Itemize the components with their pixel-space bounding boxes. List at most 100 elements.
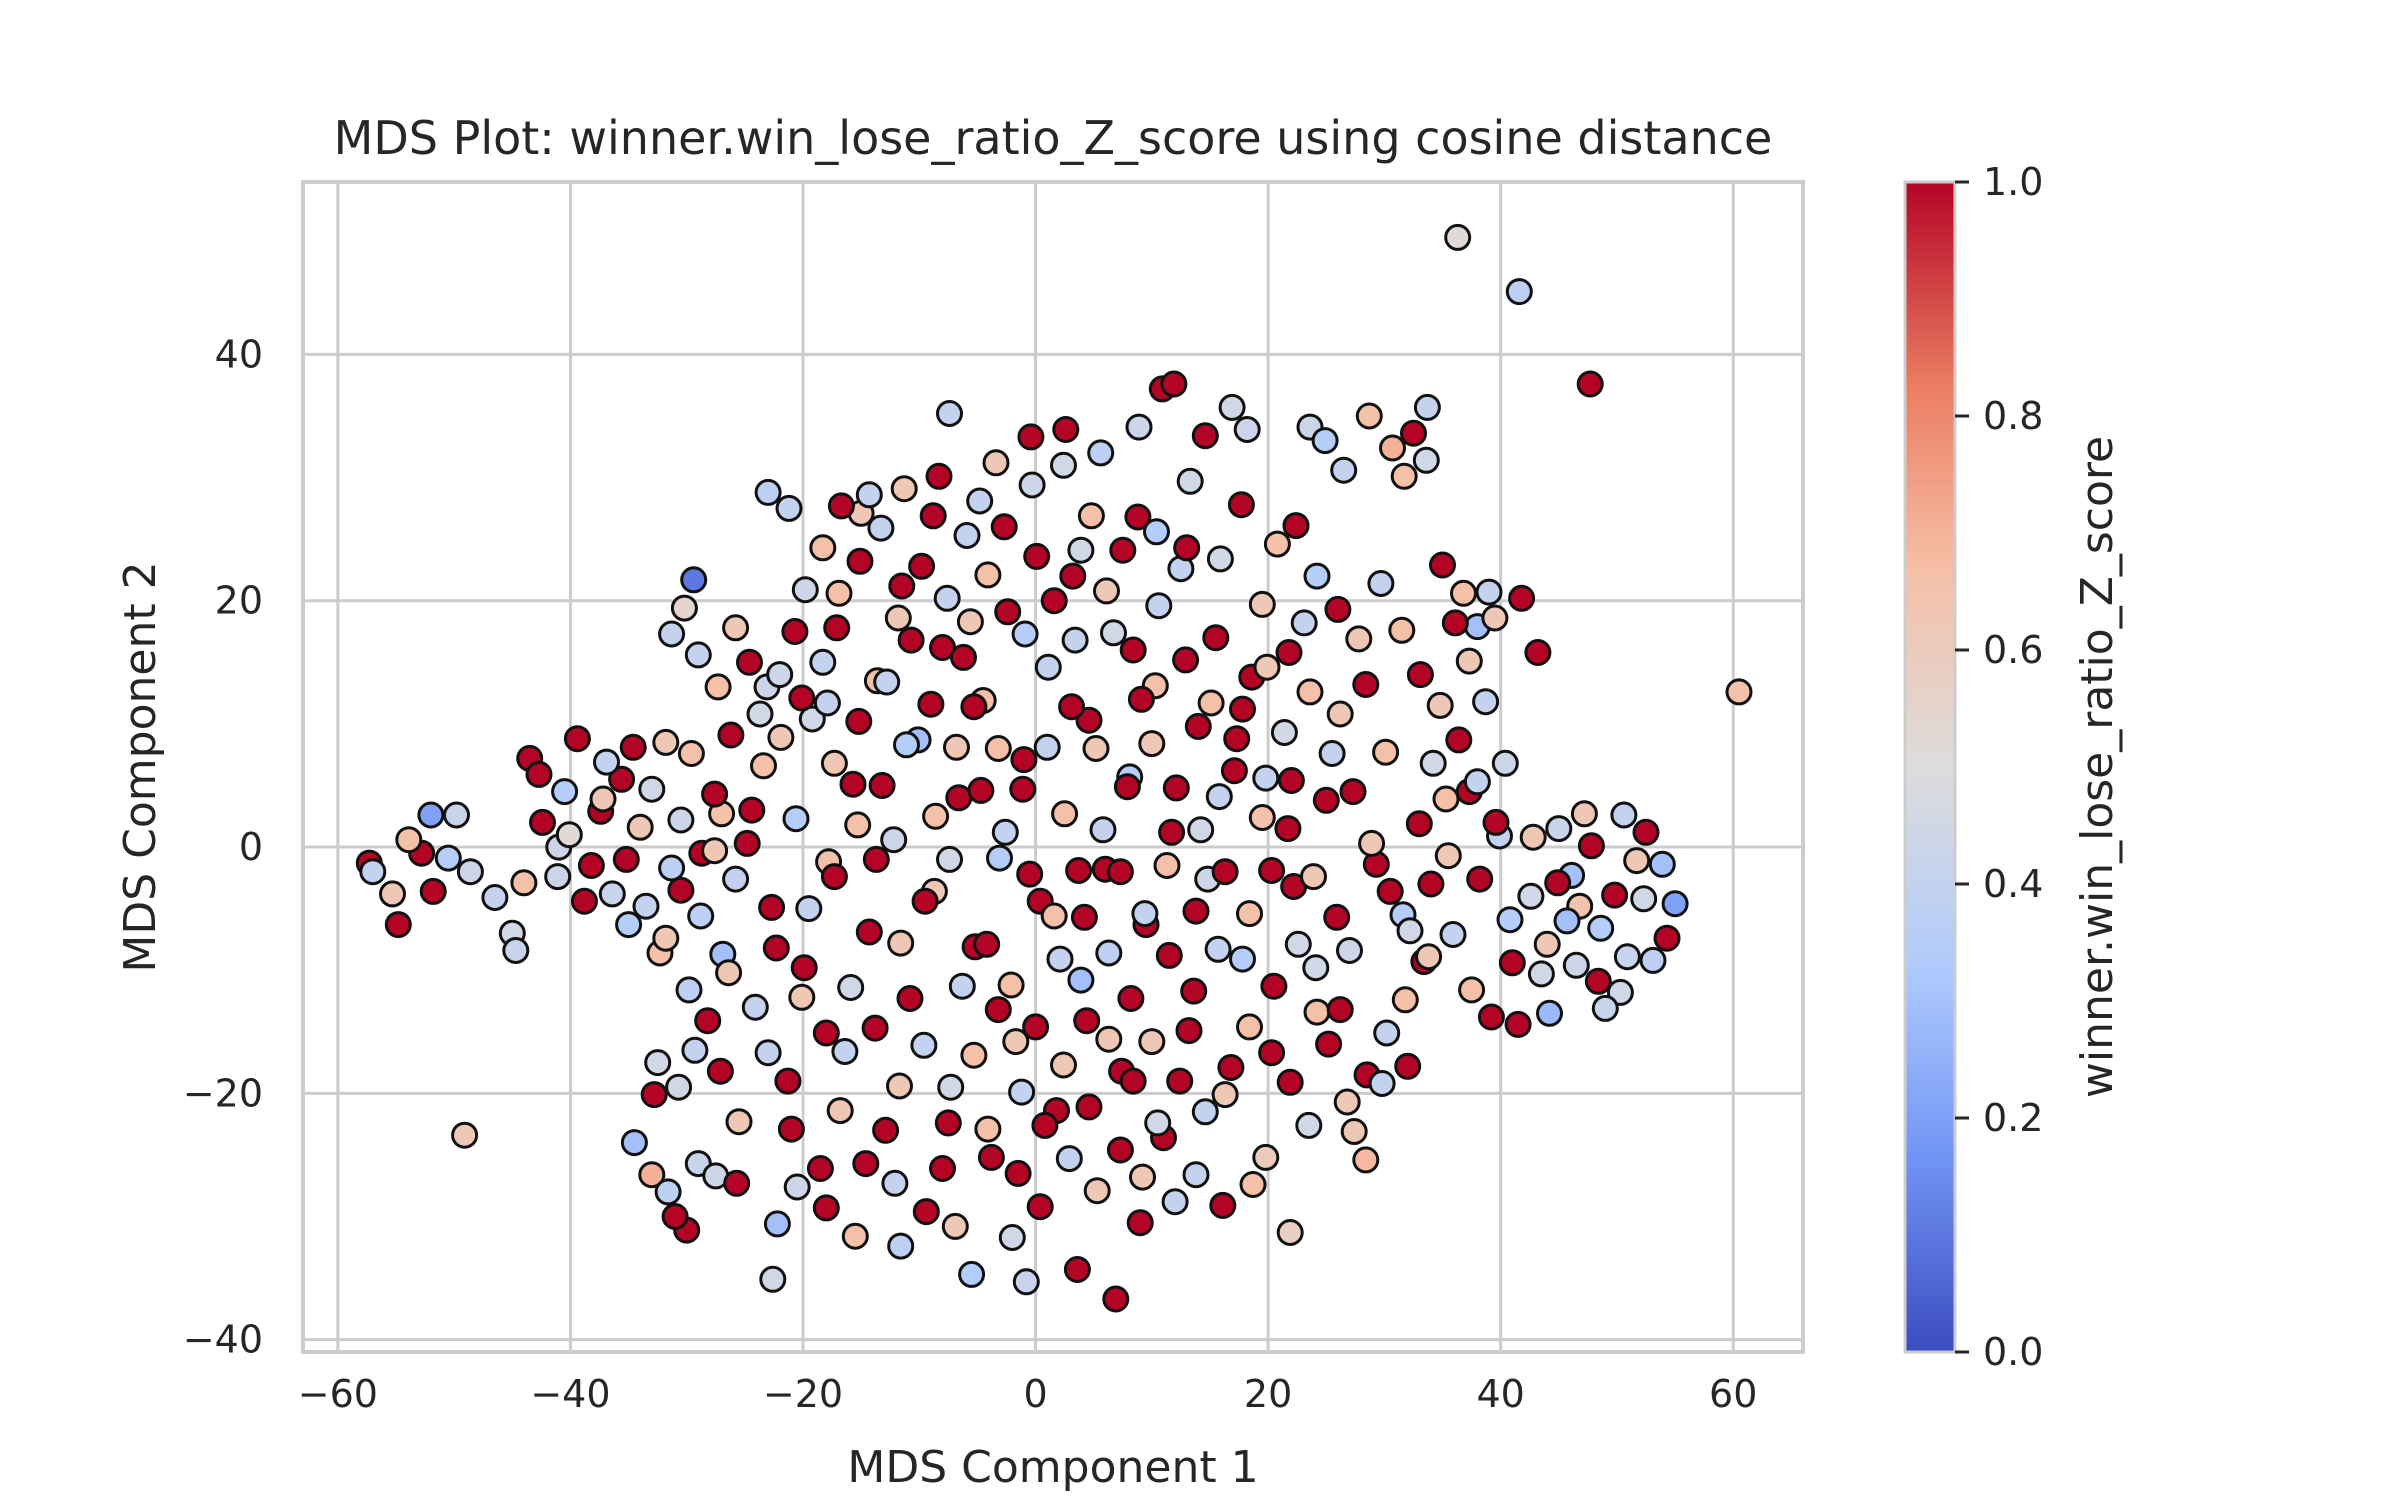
- data-point: [1058, 693, 1086, 721]
- data-point: [1075, 706, 1103, 734]
- data-point: [1011, 620, 1039, 648]
- data-point: [1236, 1013, 1263, 1041]
- data-point: [1373, 1019, 1401, 1047]
- data-point: [640, 1081, 668, 1109]
- data-point: [1303, 998, 1331, 1026]
- data-point: [1158, 818, 1186, 846]
- y-axis-label: MDS Component 2: [115, 561, 166, 972]
- data-point: [608, 765, 636, 793]
- data-point: [1119, 636, 1147, 664]
- data-point: [893, 731, 920, 759]
- data-point: [852, 1150, 880, 1178]
- data-point: [812, 1019, 840, 1047]
- data-point: [943, 733, 970, 761]
- data-point: [911, 887, 939, 915]
- data-point: [1413, 393, 1441, 421]
- data-point: [701, 780, 729, 808]
- data-point: [1394, 1052, 1422, 1080]
- data-point: [1187, 816, 1215, 844]
- data-point: [867, 514, 895, 542]
- data-point: [886, 1072, 913, 1100]
- data-point: [777, 1115, 805, 1143]
- colorbar-tick-label: 1.0: [1983, 160, 2043, 204]
- data-point: [1075, 1093, 1103, 1121]
- data-point: [736, 648, 763, 676]
- data-point: [1166, 1067, 1194, 1095]
- data-point: [1070, 903, 1098, 931]
- data-point: [1067, 966, 1095, 994]
- data-point: [1211, 1081, 1239, 1109]
- data-point: [986, 844, 1013, 872]
- data-point: [1173, 534, 1201, 562]
- data-point: [1131, 900, 1159, 928]
- data-point: [908, 552, 936, 580]
- data-point: [1258, 1039, 1286, 1067]
- data-point: [1584, 967, 1612, 995]
- data-point: [644, 1049, 672, 1077]
- data-point: [1100, 619, 1127, 647]
- y-tick-label: 20: [215, 579, 263, 623]
- data-point: [1372, 738, 1400, 766]
- data-point: [1017, 423, 1045, 451]
- data-point: [820, 749, 848, 777]
- data-point: [1083, 1177, 1111, 1205]
- data-point: [626, 813, 654, 841]
- x-axis-label: MDS Component 1: [847, 1442, 1258, 1493]
- data-point: [798, 705, 826, 733]
- data-point: [1175, 1017, 1203, 1045]
- data-point: [1252, 764, 1280, 792]
- data-point: [638, 775, 666, 803]
- data-point: [1340, 1118, 1368, 1145]
- data-point: [1496, 906, 1524, 934]
- data-point: [762, 934, 790, 962]
- data-point: [1463, 768, 1491, 796]
- data-point: [1400, 419, 1427, 447]
- data-point: [1417, 870, 1445, 898]
- data-point: [791, 576, 819, 604]
- data-point: [966, 487, 994, 515]
- data-point: [687, 902, 715, 930]
- data-point: [1124, 503, 1152, 531]
- data-point: [620, 1129, 648, 1157]
- data-point: [1441, 609, 1469, 637]
- data-point: [1217, 1054, 1245, 1081]
- data-point: [1109, 536, 1137, 564]
- data-point: [1432, 785, 1460, 813]
- data-point: [887, 1232, 915, 1260]
- data-point: [1182, 1161, 1210, 1189]
- y-tick-label: −40: [183, 1318, 263, 1362]
- data-point: [1653, 924, 1681, 952]
- data-point: [1450, 579, 1477, 607]
- data-point: [1253, 653, 1281, 681]
- data-point: [1355, 402, 1383, 430]
- data-point: [1063, 1256, 1091, 1283]
- data-point: [1455, 647, 1483, 675]
- data-point: [680, 566, 708, 594]
- data-point: [1303, 562, 1331, 590]
- data-point: [1419, 749, 1447, 777]
- data-point: [1379, 434, 1406, 462]
- data-point: [1155, 941, 1183, 969]
- data-point: [1229, 945, 1256, 973]
- data-point: [809, 648, 837, 676]
- data-point: [681, 1036, 709, 1064]
- data-point: [1376, 877, 1404, 905]
- data-point: [1127, 685, 1155, 713]
- data-point: [1252, 1143, 1280, 1171]
- data-point: [888, 572, 916, 600]
- x-axis-ticks: −60 −40 −20 0 20 40 60: [298, 1372, 1758, 1416]
- data-point: [555, 821, 583, 849]
- data-point: [570, 887, 598, 915]
- data-point: [1524, 639, 1552, 666]
- data-point: [868, 772, 896, 799]
- data-point: [806, 1155, 834, 1182]
- data-point: [781, 618, 809, 645]
- data-point: [1050, 451, 1077, 479]
- data-point: [1065, 857, 1093, 884]
- data-point: [1202, 624, 1230, 652]
- data-point: [1498, 949, 1526, 977]
- data-point: [1239, 1171, 1267, 1198]
- data-point: [1623, 847, 1651, 875]
- data-point: [977, 1143, 1005, 1171]
- data-point: [1218, 393, 1246, 421]
